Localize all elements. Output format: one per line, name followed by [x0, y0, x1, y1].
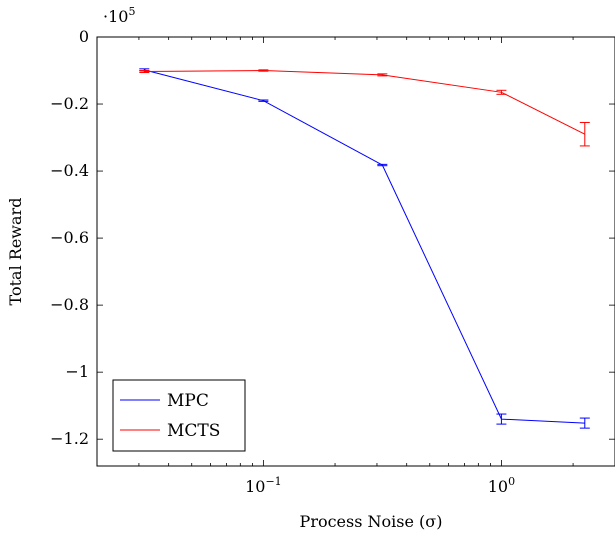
- series-layer: [139, 68, 590, 429]
- y-tick-label: −0.2: [50, 94, 89, 113]
- data-point-mcts: [496, 89, 507, 95]
- y-multiplier-exp: 5: [128, 5, 135, 18]
- y-tick-label: −1.2: [50, 429, 89, 448]
- data-point-mpc: [377, 163, 388, 167]
- axes-frame: [96, 36, 615, 467]
- x-tick-label-base: 10: [245, 477, 265, 496]
- data-point-mpc: [579, 417, 590, 429]
- legend-label-mpc: MPC: [167, 391, 209, 411]
- x-axis-label: Process Noise (σ): [300, 512, 443, 531]
- y-tick-label: −0.6: [50, 228, 89, 247]
- x-tick-label: 100: [488, 475, 515, 496]
- data-point-mpc: [496, 413, 507, 425]
- y-multiplier-base: ·10: [103, 7, 128, 26]
- y-tick-label: 0: [79, 27, 89, 46]
- x-tick-label-exp: 0: [508, 475, 515, 488]
- data-point-mcts: [258, 69, 269, 72]
- legend-label-mcts: MCTS: [167, 421, 220, 441]
- series-line-mpc: [144, 69, 585, 424]
- series-line-mcts: [144, 70, 586, 135]
- y-axis-label: Total Reward: [6, 198, 25, 306]
- data-point-mpc: [258, 99, 269, 102]
- x-tick-label-base: 10: [488, 477, 508, 496]
- x-tick-label-exp: −1: [265, 475, 281, 488]
- y-tick-label: −0.8: [50, 295, 89, 314]
- x-tick-label: 10−1: [245, 475, 282, 496]
- data-point-mcts: [579, 121, 590, 147]
- data-point-mcts: [139, 70, 150, 74]
- data-point-mcts: [377, 73, 388, 77]
- legend: MPC MCTS: [112, 379, 246, 452]
- y-tick-label: −0.4: [50, 161, 89, 180]
- legend-box: [112, 379, 246, 452]
- y-tick-label: −1: [65, 362, 89, 381]
- y-multiplier: ·105: [103, 5, 135, 26]
